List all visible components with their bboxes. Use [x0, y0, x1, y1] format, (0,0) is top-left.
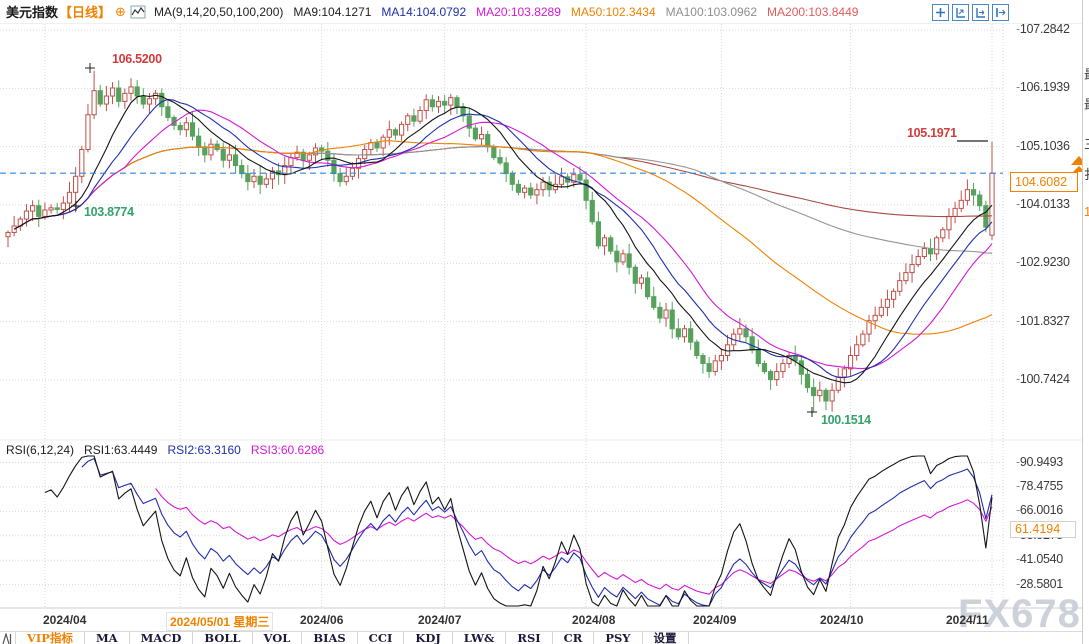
y-axis-label: -107.2842 [1016, 22, 1070, 36]
x-axis-label: 2024/05/01 星期三 [166, 612, 274, 631]
x-axis-label: 2024/11 [946, 613, 989, 627]
x-axis-label: 2024/10 [820, 613, 864, 627]
y-axis-label: -101.8327 [1016, 313, 1070, 328]
rsi-group-label: RSI(6,12,24) [6, 443, 75, 457]
toolbar-item-macd[interactable]: MACD [130, 632, 194, 644]
rsi-value-label: RSI3:60.6286 [250, 443, 325, 457]
chart-header: 美元指数 【日线】 ⊕ MA(9,14,20,50,100,200) MA9:1… [0, 0, 1089, 24]
price-annotation: 100.1514 [821, 413, 871, 427]
ma-value-label: MA20:103.8289 [476, 4, 561, 19]
ma-group-label: MA(9,14,20,50,100,200) [153, 4, 284, 19]
rsi-value-label: RSI1:63.4449 [84, 443, 158, 457]
rsi-current-value-box: 61.4194 [1010, 521, 1076, 538]
ma-value-label: MA9:104.1271 [293, 4, 372, 19]
chart-toolbar-icons [932, 4, 1009, 21]
period-label: 【日线】 [59, 5, 112, 20]
y-axis-label: -102.9230 [1016, 255, 1070, 270]
toolbar-item-rsi[interactable]: RSI [506, 632, 553, 644]
toolbar-item-设置[interactable]: 设置 [643, 632, 689, 644]
ma-values: MA9:104.1271 MA14:104.0792 MA20:103.8289 MA… [283, 5, 858, 19]
toolbar-item-lw&[interactable]: LW& [453, 632, 507, 644]
toolbar-item-bias[interactable]: BIAS [302, 632, 358, 644]
rsi-value-label: RSI2:63.3160 [167, 443, 241, 457]
toolbar-item-boll[interactable]: BOLL [193, 632, 253, 644]
add-indicator-icon[interactable]: ⊕ [115, 3, 126, 19]
crosshair-move-icon[interactable] [932, 4, 949, 21]
x-axis-label: 2024/07 [418, 613, 462, 627]
ma-value-label: MA100:103.0962 [665, 4, 758, 19]
price-annotation: 106.5200 [112, 52, 162, 66]
rsi-axis-label: -78.4755 [1016, 478, 1063, 493]
y-axis-label: -105.1036 [1016, 138, 1070, 153]
y-axis-label: -106.1939 [1016, 80, 1070, 95]
chart-type-icon[interactable] [130, 5, 146, 19]
rsi-axis-label: -28.5801 [1016, 576, 1063, 591]
current-price-box: 104.6082 [1010, 172, 1078, 192]
rsi-axis-label: -90.9493 [1016, 454, 1063, 469]
cropped-side-panel: 最最三扌 1 [1082, 0, 1089, 644]
cropped-text: 最 [1084, 64, 1089, 83]
cropped-text: 扌 [1084, 164, 1089, 183]
rsi-values: RSI1:63.4449 RSI2:63.3160 RSI3:60.6286 [84, 443, 334, 457]
axis-zoom-icon[interactable] [952, 4, 969, 21]
indicator-toolbar: VIP指标 MA MACD BOLL VOL BIAS CCI KDJ LW& RSI CR PSY 设… [0, 631, 1089, 644]
cropped-text: 最 [1084, 94, 1089, 113]
toolbar-item-cci[interactable]: CCI [358, 632, 405, 644]
price-annotation: 103.8774 [84, 205, 134, 219]
ma-value-label: MA200:103.8449 [767, 4, 859, 19]
rsi-header: RSI(6,12,24) RSI1:63.4449 RSI2:63.3160 RSI3… [6, 443, 344, 457]
y-axis-label: -104.0133 [1016, 196, 1070, 211]
rsi-axis-label: -66.0016 [1016, 503, 1063, 518]
rsi-axis-label: -41.0540 [1016, 552, 1063, 567]
toolbar-item-psy[interactable]: PSY [594, 632, 643, 644]
y-axis-label: -100.7424 [1016, 371, 1070, 386]
toolbar-item-ma[interactable]: MA [85, 632, 130, 644]
toolbar-item-vip指标[interactable]: VIP指标 [16, 632, 85, 644]
ma-value-label: MA50:102.3434 [570, 4, 656, 19]
cropped-text: 1 [1084, 204, 1089, 219]
x-axis-label: 2024/08 [572, 613, 616, 627]
toolbar-item-vol[interactable]: VOL [253, 632, 303, 644]
symbol-title: 美元指数 [6, 5, 59, 20]
x-axis-label: 2024/09 [693, 613, 737, 627]
toolbar-item-kdj[interactable]: KDJ [404, 632, 453, 644]
collapse-panel-icon[interactable] [992, 4, 1009, 21]
toolbar-item-cr[interactable]: CR [553, 632, 595, 644]
partial-icon[interactable] [0, 632, 16, 644]
x-axis-label: 2024/06 [300, 613, 344, 627]
x-axis-label: 2024/04 [43, 613, 87, 627]
axis-play-icon[interactable] [972, 4, 989, 21]
cropped-text: 三 [1084, 134, 1089, 153]
price-annotation: 105.1971 [907, 126, 957, 140]
ma-value-label: MA14:104.0792 [381, 4, 467, 19]
